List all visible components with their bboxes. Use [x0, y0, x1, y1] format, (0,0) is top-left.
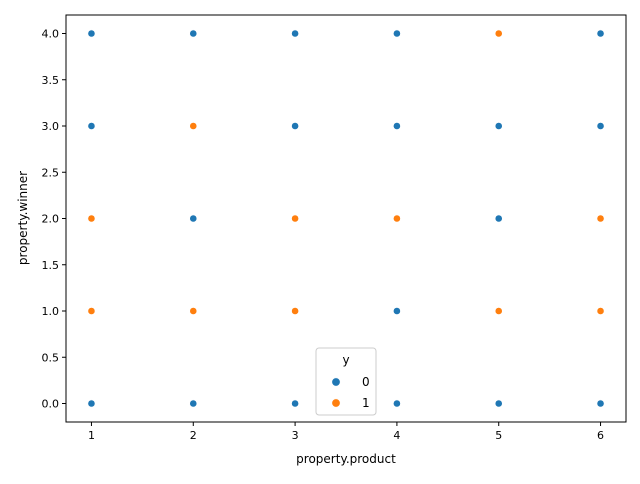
y-tick-label: 3.5 — [42, 74, 60, 87]
x-tick-label: 1 — [88, 429, 95, 442]
data-point-series-1 — [291, 214, 299, 223]
y-tick-label: 2.5 — [42, 166, 60, 179]
data-point-series-0 — [189, 29, 198, 38]
data-point-series-1 — [596, 214, 605, 223]
legend-marker-1 — [331, 398, 341, 408]
data-point-series-1 — [596, 307, 605, 315]
x-tick-label: 4 — [393, 429, 400, 442]
legend-label-1: 1 — [362, 396, 370, 410]
y-tick-label: 0.5 — [42, 351, 60, 364]
data-point-series-0 — [87, 29, 96, 38]
data-point-series-0 — [189, 214, 198, 223]
y-axis-ticks: 0.0 0.5 1.0 1.5 2.0 2.5 3.0 3.5 4.0 — [42, 28, 66, 411]
x-axis-ticks: 1 2 3 4 5 6 — [88, 422, 604, 442]
legend-title: y — [342, 353, 349, 367]
data-point-series-0 — [291, 29, 299, 38]
data-point-series-0 — [393, 307, 401, 315]
data-point-series-0 — [87, 399, 96, 408]
x-tick-label: 6 — [597, 429, 604, 442]
x-tick-label: 3 — [292, 429, 299, 442]
data-point-series-1 — [494, 307, 503, 315]
data-point-series-1 — [189, 307, 198, 315]
legend: y 01 — [315, 347, 377, 416]
legend-label-0: 0 — [362, 375, 370, 389]
data-point-series-0 — [494, 399, 503, 408]
y-tick-label: 0.0 — [42, 398, 60, 411]
data-point-series-1 — [87, 307, 96, 315]
legend-marker-0 — [331, 377, 341, 387]
y-tick-label: 2.0 — [42, 213, 60, 226]
y-tick-label: 3.0 — [42, 120, 60, 133]
data-point-series-0 — [494, 122, 503, 130]
x-tick-label: 2 — [190, 429, 197, 442]
data-point-series-0 — [87, 122, 96, 130]
legend-items: 01 — [331, 375, 370, 410]
data-point-series-0 — [189, 399, 198, 408]
x-axis-label: property.product — [296, 452, 396, 466]
data-point-series-1 — [291, 307, 299, 315]
y-tick-label: 1.0 — [42, 305, 60, 318]
legend-box — [315, 347, 377, 416]
data-point-series-0 — [596, 122, 605, 130]
data-point-series-1 — [189, 122, 198, 130]
data-point-series-1 — [393, 214, 401, 223]
y-tick-label: 1.5 — [42, 259, 60, 272]
data-point-series-0 — [393, 29, 401, 38]
y-tick-label: 4.0 — [42, 28, 60, 41]
data-point-series-0 — [393, 122, 401, 130]
data-point-series-0 — [596, 29, 605, 38]
data-point-series-0 — [494, 214, 503, 223]
x-tick-label: 5 — [495, 429, 502, 442]
data-points — [87, 29, 605, 408]
data-point-series-0 — [596, 399, 605, 408]
data-point-series-1 — [494, 29, 503, 38]
data-point-series-0 — [291, 122, 299, 130]
data-point-series-0 — [291, 399, 299, 408]
data-point-series-1 — [87, 214, 96, 223]
y-axis-label: property.winner — [16, 171, 30, 265]
data-point-series-0 — [393, 399, 401, 408]
